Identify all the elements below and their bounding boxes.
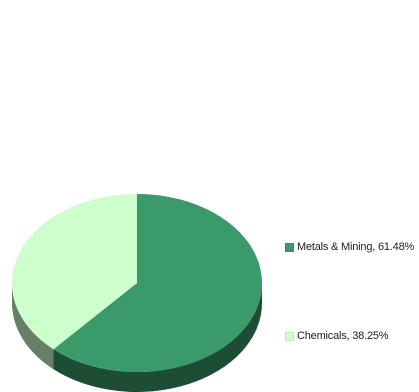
- pie-slice-metals-mining: [53, 194, 262, 372]
- legend-swatch-chemicals: [285, 331, 294, 341]
- pie-slice-chemicals: [11, 194, 138, 350]
- legend-item-metals-mining: Metals & Mining, 61.48%: [285, 240, 414, 254]
- legend-label-metals-mining: Metals & Mining, 61.48%: [297, 241, 415, 253]
- legend-item-chemicals: Chemicals, 38.25%: [285, 329, 389, 343]
- pie-slice-side-metals-mining: [53, 283, 262, 392]
- pie-slice-side-chemicals: [12, 283, 54, 370]
- legend-swatch-metals-mining: [285, 242, 294, 252]
- pie-depth: [12, 283, 262, 392]
- pie-top: [11, 194, 262, 372]
- legend-label-chemicals: Chemicals, 38.25%: [297, 330, 389, 342]
